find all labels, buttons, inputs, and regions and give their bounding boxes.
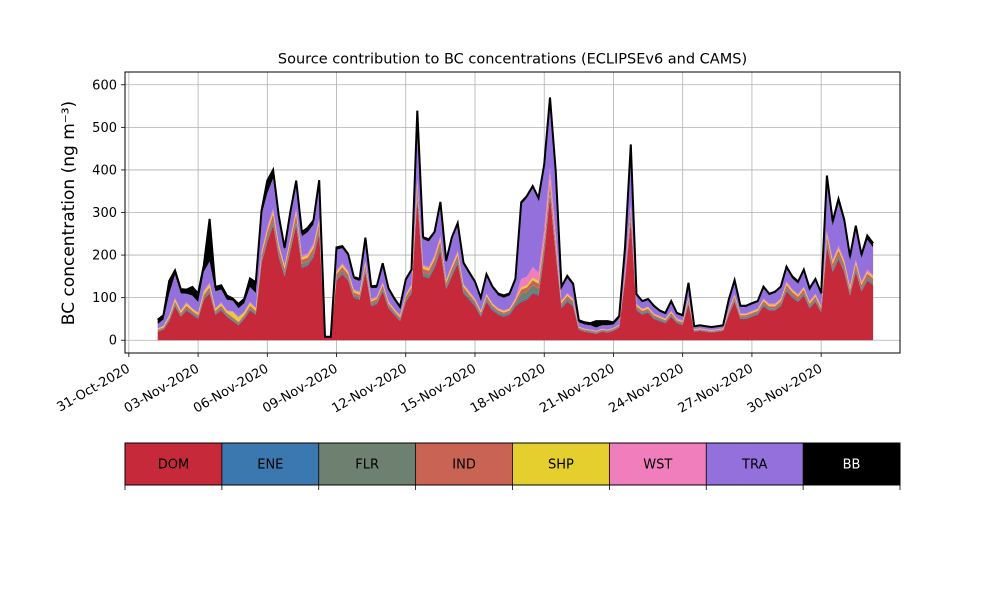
legend-swatch-ind (415, 443, 513, 485)
x-tick-label: 15-Nov-2020 (399, 361, 479, 416)
legend-label-ind: IND (452, 458, 476, 473)
y-tick-label: 200 (92, 249, 117, 264)
legend-swatch-flr (318, 443, 416, 485)
y-tick-label: 0 (109, 334, 117, 349)
legend-label-wst: WST (643, 458, 672, 473)
legend-swatch-tra (706, 443, 804, 485)
y-tick-label: 500 (92, 121, 117, 136)
y-tick-label: 300 (92, 206, 117, 221)
x-tick-label: 12-Nov-2020 (329, 361, 409, 416)
legend-label-shp: SHP (548, 458, 574, 473)
legend-label-tra: TRA (741, 458, 767, 473)
legend-swatch-wst (609, 443, 707, 485)
legend-swatch-dom (125, 443, 222, 485)
chart-title: Source contribution to BC concentrations… (278, 52, 747, 68)
x-tick-label: 27-Nov-2020 (676, 361, 756, 416)
x-tick-label: 30-Nov-2020 (745, 361, 825, 416)
x-tick-label: 06-Nov-2020 (191, 361, 271, 416)
series-total-line (157, 97, 874, 338)
y-tick-label: 400 (92, 163, 117, 178)
legend: DOM ENE FLR IND SHP WST TRA BB (124, 442, 901, 490)
area-dom (157, 195, 874, 341)
x-tick-label: 31-Oct-2020 (54, 361, 132, 415)
x-tick-label: 21-Nov-2020 (537, 361, 617, 416)
x-ticks: 31-Oct-202003-Nov-202006-Nov-202009-Nov-… (54, 353, 825, 416)
y-tick-label: 600 (92, 78, 117, 93)
stacked-areas (157, 97, 874, 341)
y-ticks: 0 100 200 300 400 500 600 (92, 78, 125, 349)
total-line (157, 97, 874, 338)
legend-label-dom: DOM (158, 458, 189, 473)
x-tick-label: 09-Nov-2020 (260, 361, 340, 416)
legend-swatch-shp (512, 443, 610, 485)
legend-frame (124, 442, 901, 486)
legend-label-bb: BB (843, 458, 861, 473)
x-tick-label: 18-Nov-2020 (468, 361, 548, 416)
x-tick-label: 24-Nov-2020 (606, 361, 686, 416)
y-axis-label: BC concentration (ng m⁻³) (59, 101, 79, 325)
legend-swatch-bb (803, 443, 900, 485)
area-tra (157, 99, 874, 337)
legend-label-flr: FLR (355, 458, 379, 473)
y-tick-label: 100 (92, 291, 117, 306)
legend-swatch-ene (221, 443, 319, 485)
legend-label-ene: ENE (257, 458, 283, 473)
x-tick-label: 03-Nov-2020 (122, 361, 202, 416)
